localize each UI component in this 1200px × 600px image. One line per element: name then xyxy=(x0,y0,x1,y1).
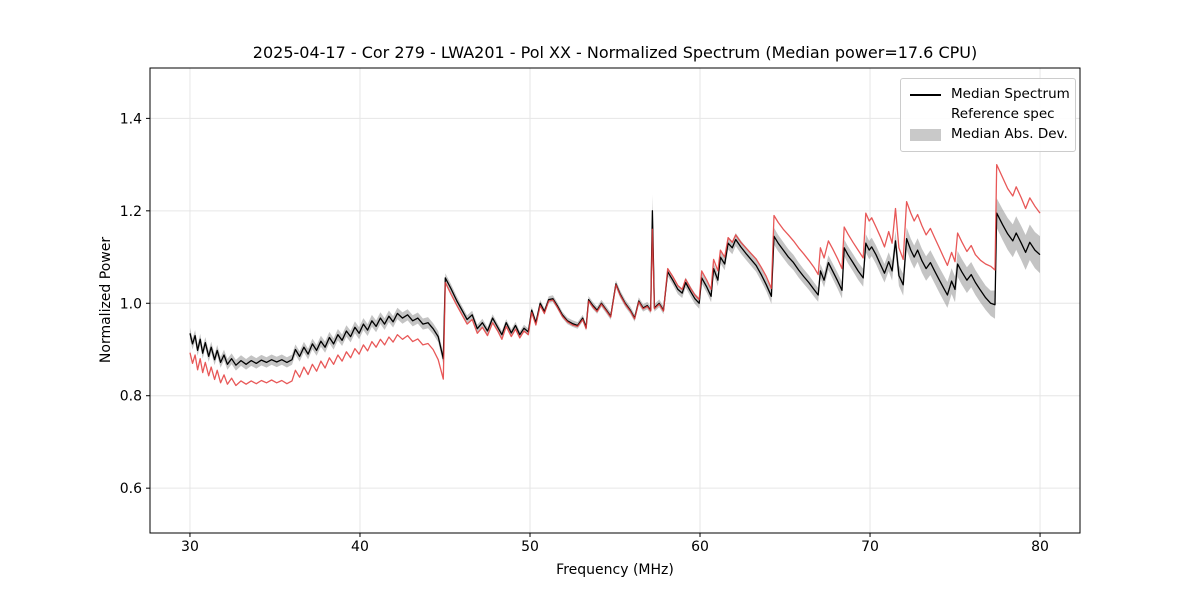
legend-label: Reference spec xyxy=(951,106,1055,122)
y-tick-label: 1.2 xyxy=(120,204,142,220)
median-abs-dev-band xyxy=(190,194,1040,371)
x-tick-label: 60 xyxy=(691,539,709,555)
legend-label: Median Abs. Dev. xyxy=(951,126,1068,142)
y-tick-label: 1.4 xyxy=(120,111,142,127)
black-line-swatch-icon xyxy=(910,93,941,96)
x-axis-label: Frequency (MHz) xyxy=(556,562,674,578)
y-axis-label: Normalized Power xyxy=(98,236,114,364)
legend-label: Median Spectrum xyxy=(951,86,1070,102)
axes-spines xyxy=(149,67,1081,534)
legend-item-median-spectrum: Median Spectrum xyxy=(910,85,1070,104)
x-tick-label: 30 xyxy=(181,539,199,555)
x-tick-label: 40 xyxy=(351,539,369,555)
chart-title: 2025-04-17 - Cor 279 - LWA201 - Pol XX -… xyxy=(252,43,978,62)
reference-spec-line xyxy=(189,163,1041,387)
x-tick-label: 50 xyxy=(521,539,539,555)
axis-tick-labels: 30 40 50 60 70 80 0.6 0.8 1.0 1.2 1.4 xyxy=(120,111,1049,555)
x-tick-label: 70 xyxy=(861,539,879,555)
y-tick-label: 0.6 xyxy=(120,481,142,497)
x-tick-label: 80 xyxy=(1031,539,1049,555)
legend-item-reference-spec: Reference spec xyxy=(910,105,1066,124)
y-tick-label: 0.8 xyxy=(120,389,142,405)
legend: Median Spectrum Reference spec Median Ab… xyxy=(900,78,1076,152)
gray-band-swatch-icon xyxy=(910,128,941,141)
axis-ticks xyxy=(146,117,1041,537)
y-tick-label: 1.0 xyxy=(120,296,142,312)
legend-item-median-abs-dev: Median Abs. Dev. xyxy=(910,125,1068,144)
